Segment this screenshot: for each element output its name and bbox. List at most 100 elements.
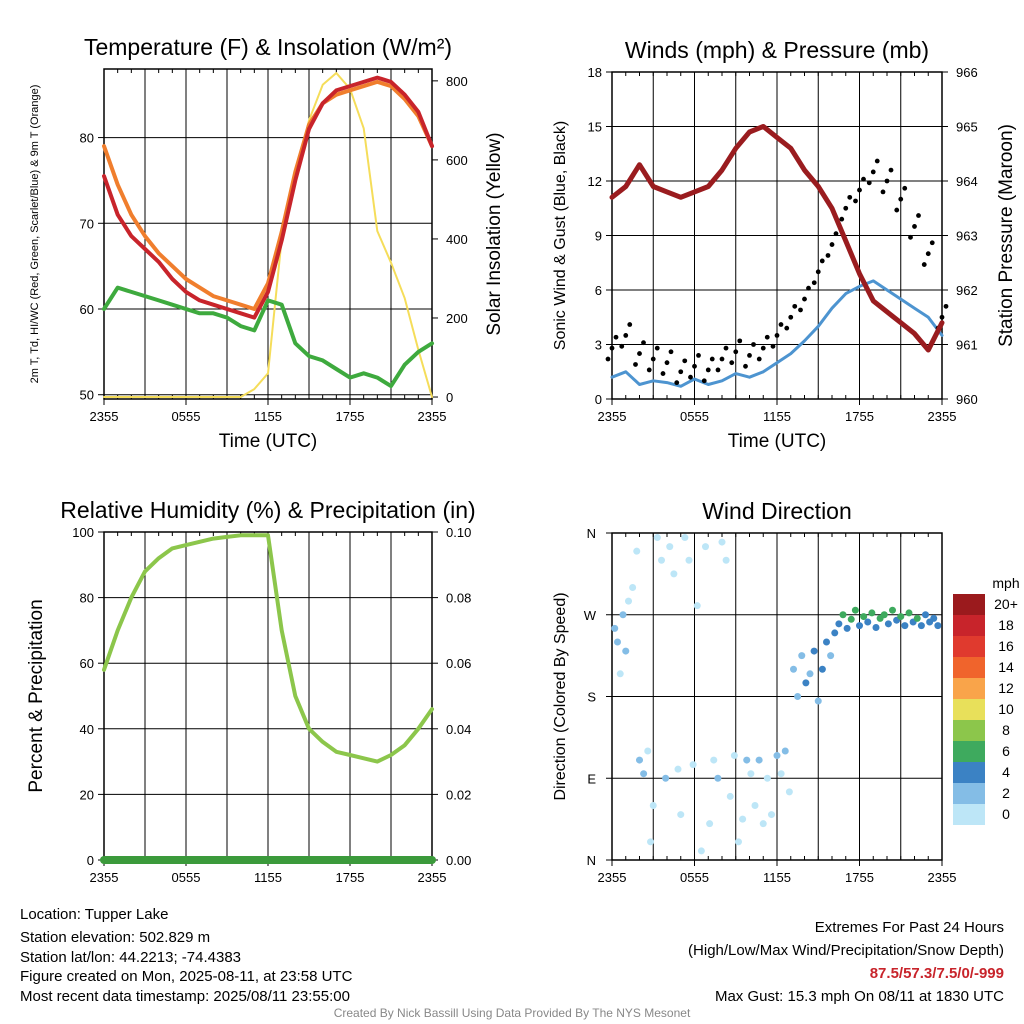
- solar-y-axis-tick-label: 0: [446, 390, 453, 405]
- gust-point: [784, 325, 790, 331]
- gust-point: [701, 378, 707, 384]
- gust-point: [633, 362, 638, 367]
- gust-point: [802, 296, 807, 302]
- wind-direction-point: [790, 665, 797, 673]
- gust-point: [925, 251, 931, 257]
- wind-direction-point: [889, 606, 896, 614]
- x-tick-label: 1755: [845, 409, 874, 424]
- temp-y-axis-tick-label: 60: [80, 302, 94, 317]
- gust-point: [902, 185, 908, 191]
- wind-y-axis-tick-label: 18: [588, 65, 602, 80]
- rh-y-axis-tick-label: 60: [80, 656, 94, 671]
- gust-point: [866, 180, 872, 186]
- legend-label: 14: [998, 659, 1014, 675]
- wind-direction-point: [777, 770, 785, 778]
- gust-point: [729, 360, 735, 366]
- gust-point: [715, 367, 721, 373]
- legend-swatch: [953, 615, 985, 636]
- wind-direction-point: [843, 624, 851, 632]
- temp-9m-line: [102, 79, 434, 311]
- legend-label: 4: [1002, 764, 1010, 780]
- sonic-wind-line: [610, 279, 944, 388]
- gust-point: [747, 353, 752, 358]
- gust-point: [806, 285, 811, 291]
- dir-y-label: Direction (Colored By Speed): [552, 592, 569, 800]
- precip-y-axis-tick-label: 0.08: [446, 591, 471, 606]
- x-tick-label: 2355: [928, 409, 957, 424]
- gust-point: [847, 194, 853, 200]
- gust-point: [756, 356, 762, 362]
- x-tick-label: 1155: [763, 870, 791, 885]
- wind-direction-point: [872, 623, 880, 631]
- info-latlon: Station lat/lon: 44.2213; -74.4383: [20, 949, 242, 966]
- legend-swatch: [953, 699, 985, 720]
- wind-direction-point: [674, 765, 682, 773]
- info-elevation: Station elevation: 502.829 m: [20, 929, 211, 946]
- wind-direction-point: [856, 622, 863, 630]
- legend-swatch: [953, 636, 985, 657]
- legend-swatch: [953, 720, 985, 741]
- gust-point: [843, 205, 849, 211]
- wind-direction-point: [810, 647, 818, 655]
- gust-point: [646, 367, 652, 373]
- wind-direction-point: [718, 538, 726, 546]
- wind-direction-point: [670, 570, 678, 578]
- gust-point: [861, 176, 866, 182]
- rh-line: [102, 533, 434, 764]
- gust-point: [916, 213, 921, 218]
- wind-direction-point: [823, 638, 830, 646]
- gust-point: [692, 363, 697, 369]
- gust-point: [912, 224, 917, 229]
- wind-direction-point: [847, 615, 855, 623]
- wind-direction-point: [751, 802, 759, 809]
- gust-point: [654, 345, 660, 351]
- x-tick-label: 1155: [763, 409, 791, 424]
- x-tick-label: 2355: [598, 870, 627, 885]
- gust-point: [760, 345, 766, 351]
- extremes-gust: Max Gust: 15.3 mph On 08/11 at 1830 UTC: [714, 988, 1004, 1005]
- wind-direction-point: [647, 838, 654, 846]
- gust-point: [623, 333, 629, 338]
- wind-direction-point: [706, 820, 714, 828]
- wind-y-axis-tick-label: 0: [595, 392, 602, 407]
- precip-y-axis-tick-label: 0.02: [446, 787, 471, 802]
- chart-title-2: Winds (mph) & Pressure (mb): [625, 37, 929, 63]
- gust-point: [815, 269, 821, 275]
- gust-point: [829, 242, 835, 247]
- wind-direction-point: [747, 770, 755, 778]
- wind-direction-point: [860, 613, 868, 621]
- gust-point: [774, 333, 780, 338]
- wind-direction-point: [905, 609, 913, 617]
- legend-unit: mph: [992, 575, 1019, 591]
- info-created: Figure created on Mon, 2025-08-11, at 23…: [20, 968, 353, 985]
- wind-direction-point: [677, 811, 685, 819]
- gust-point: [650, 356, 656, 362]
- wind-direction-point: [739, 815, 747, 823]
- wind-direction-point: [726, 792, 734, 800]
- gust-point: [874, 158, 880, 164]
- pressure-line: [609, 124, 945, 353]
- wind-direction-point: [839, 611, 847, 619]
- gust-point: [743, 363, 748, 369]
- legend-label: 2: [1002, 785, 1010, 801]
- temp-y-axis-tick-label: 80: [80, 131, 94, 146]
- wind-direction-point: [880, 611, 888, 619]
- wind-direction-point: [913, 614, 921, 622]
- rh-y-axis-tick-label: 100: [72, 525, 94, 540]
- gust-point: [894, 207, 900, 213]
- precip-y-axis-tick-label: 0.04: [446, 722, 471, 737]
- wind-direction-point: [897, 613, 905, 621]
- wind-direction-point: [781, 747, 789, 755]
- wind-direction-point: [901, 622, 909, 630]
- x-axis-label: Time (UTC): [219, 431, 318, 452]
- wind-direction-point: [730, 752, 738, 760]
- gust-point: [764, 334, 770, 340]
- legend-swatch: [953, 762, 985, 783]
- gust-point: [660, 371, 666, 376]
- legend-label: 18: [998, 617, 1014, 633]
- x-tick-label: 2355: [418, 870, 447, 885]
- pressure-y-axis-tick-label: 964: [956, 174, 978, 189]
- gust-point: [637, 351, 642, 356]
- dir-y-tick-label: N: [587, 526, 596, 541]
- wind-y-axis-tick-label: 6: [595, 283, 602, 298]
